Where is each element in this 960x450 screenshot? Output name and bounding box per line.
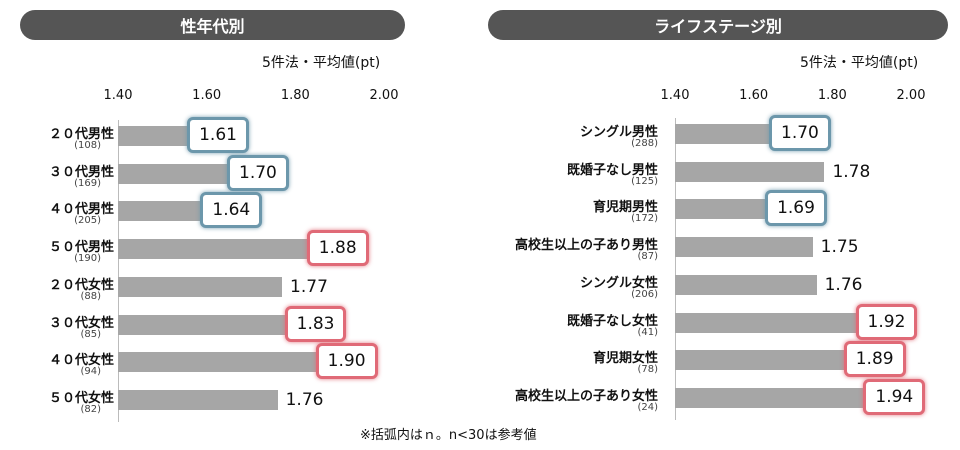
x-tick-label: 1.60 (739, 88, 769, 103)
left-panel-title: 性年代別 (20, 10, 405, 40)
x-tick-label: 2.00 (896, 88, 926, 103)
sample-size-label: (205) (74, 215, 101, 227)
sample-size-label: (87) (637, 251, 658, 263)
value-label-high-highlight: 1.83 (284, 305, 347, 342)
right-panel-title: ライフステージ別 (488, 10, 948, 40)
y-axis-line (675, 118, 676, 420)
sample-size-label: (172) (631, 213, 658, 225)
value-label-low-highlight: 1.64 (200, 192, 263, 229)
category-label: 既婚子なし男性 (566, 162, 658, 178)
value-label-high-highlight: 1.92 (855, 303, 918, 340)
right-unit-label: 5件法・平均値(pt) (800, 55, 919, 71)
value-label: 1.78 (832, 161, 871, 182)
bar (675, 161, 825, 182)
y-axis-line (118, 120, 119, 422)
category-label: 育児期女性 (592, 351, 658, 367)
category-label: ２０代男性 (48, 127, 114, 142)
bar (118, 276, 283, 297)
bar (118, 201, 225, 222)
bar (118, 389, 278, 410)
sample-size-label: (108) (74, 140, 101, 151)
sample-size-label: (94) (80, 366, 101, 378)
category-label: シングル男性 (579, 125, 658, 140)
bar (675, 387, 888, 408)
sample-size-label: (206) (631, 288, 658, 300)
value-label-low-highlight: 1.70 (769, 115, 831, 151)
value-label: 1.76 (824, 274, 863, 295)
footnote: ※括弧内はｎ。n<30は参考値 (360, 428, 537, 443)
x-tick-label: 2.00 (369, 88, 399, 103)
left-unit-label: 5件法・平均値(pt) (262, 55, 381, 71)
value-label: 1.76 (285, 389, 324, 410)
value-label-high-highlight: 1.90 (315, 343, 378, 380)
value-label-low-highlight: 1.70 (227, 154, 289, 191)
category-label: シングル女性 (579, 275, 658, 291)
sample-size-label: (82) (80, 403, 101, 415)
sample-size-label: (288) (631, 138, 658, 149)
bar (675, 237, 813, 258)
value-label: 1.75 (820, 237, 859, 258)
bar (675, 312, 880, 333)
sample-size-label: (169) (74, 177, 101, 189)
value-label-high-highlight: 1.94 (863, 378, 926, 415)
sample-size-label: (88) (80, 290, 101, 302)
category-label: ４０代女性 (48, 353, 114, 369)
category-label: ３０代女性 (48, 315, 114, 331)
category-label: ５０代男性 (48, 240, 114, 256)
category-label: 高校生以上の子あり女性 (514, 388, 658, 404)
x-tick-label: 1.80 (817, 88, 847, 103)
sample-size-label: (24) (637, 401, 658, 413)
x-tick-label: 1.40 (103, 88, 133, 103)
bar (118, 239, 331, 260)
bar (118, 163, 251, 184)
value-label: 1.77 (290, 276, 328, 297)
value-label-high-highlight: 1.89 (843, 341, 906, 378)
bar (675, 350, 868, 371)
bar (675, 274, 817, 295)
sample-size-label: (125) (631, 175, 658, 187)
bar (118, 314, 309, 335)
category-label: ２０代女性 (48, 277, 114, 293)
category-label: 既婚子なし女性 (566, 313, 658, 329)
bar (675, 124, 793, 144)
bar (675, 199, 790, 220)
value-label-low-highlight: 1.69 (765, 190, 827, 227)
sample-size-label: (41) (637, 326, 658, 338)
category-label: 育児期男性 (592, 200, 658, 216)
x-tick-label: 1.60 (192, 88, 222, 103)
sample-size-label: (190) (74, 253, 101, 265)
category-label: ３０代男性 (48, 164, 114, 180)
bar (118, 352, 340, 373)
value-label-low-highlight: 1.61 (187, 117, 249, 153)
x-tick-label: 1.80 (280, 88, 310, 103)
category-label: ５０代女性 (48, 390, 114, 406)
sample-size-label: (78) (637, 364, 658, 376)
category-label: ４０代男性 (48, 202, 114, 218)
value-label-high-highlight: 1.88 (306, 230, 369, 267)
x-tick-label: 1.40 (660, 88, 690, 103)
sample-size-label: (85) (80, 328, 101, 340)
category-label: 高校生以上の子あり男性 (514, 238, 658, 254)
